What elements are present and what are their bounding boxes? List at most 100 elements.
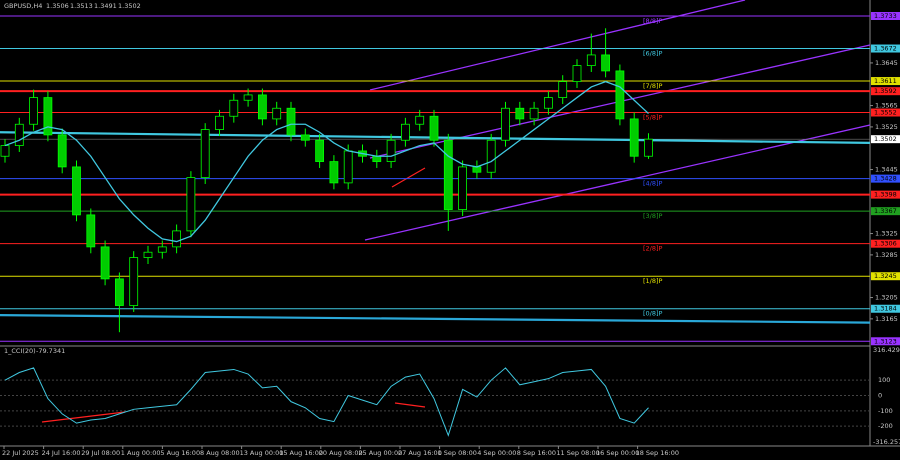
candle-body (644, 138, 653, 157)
level-value: 1.3552 (874, 109, 897, 117)
candle-body (172, 230, 182, 248)
y-tick-label: 1.3565 (875, 102, 898, 110)
candle-body (615, 70, 625, 120)
level-label: [1/8]P (643, 277, 663, 285)
candle-body (215, 115, 224, 130)
cci-limit-label: -316.257 (873, 438, 900, 446)
candle-body (115, 278, 124, 306)
level-value: 1.3592 (874, 87, 897, 95)
level-label: [0/8]P (643, 310, 663, 318)
level-value: 1.3245 (874, 272, 897, 280)
candle-body (572, 65, 582, 82)
cci-tick-label: 100 (878, 376, 890, 384)
candle-body (443, 139, 453, 210)
level-value: 1.3672 (874, 45, 897, 53)
cci-limit-label: 316.429 (873, 346, 900, 354)
candle-body (343, 150, 353, 184)
candle-body (601, 54, 610, 72)
y-tick-label: 1.3325 (875, 230, 898, 238)
candle-body (529, 107, 539, 120)
header-ohlc: 1.3513 (70, 2, 93, 10)
x-tick-label: 4 Sep 00:00 (477, 449, 516, 457)
candle-body (386, 139, 396, 162)
candle-body (315, 139, 325, 162)
level-label: [7/8]P (643, 82, 663, 90)
candle-body (515, 107, 525, 120)
candle-body (558, 81, 568, 98)
y-tick-label: 1.3165 (875, 315, 898, 323)
x-tick-label: 22 Jul 2025 (2, 449, 39, 457)
x-tick-label: 1 Sep 08:00 (438, 449, 477, 457)
level-tag (871, 207, 900, 216)
candle-body (429, 115, 439, 141)
level-value: 1.3367 (874, 207, 897, 215)
level-tag (871, 239, 900, 248)
candle-body (100, 246, 110, 280)
x-tick-label: 16 Sep 00:00 (596, 449, 639, 457)
level-value: 1.3184 (874, 305, 897, 313)
y-tick-label: 1.3645 (875, 59, 898, 67)
candle-body (29, 97, 39, 125)
channel-top (369, 0, 746, 91)
x-tick-label: 20 Aug 08:00 (319, 449, 363, 457)
x-tick-label: 24 Jul 16:00 (42, 449, 81, 457)
level-tag (871, 190, 900, 199)
candle-body (229, 99, 239, 117)
level-label: [4/8]P (643, 180, 663, 188)
candle-body (501, 107, 510, 141)
candle-body (72, 166, 81, 216)
level-value: 1.3733 (874, 12, 897, 20)
x-tick-label: 25 Aug 00:00 (358, 449, 402, 457)
candle-body (300, 134, 310, 141)
ma-fast (4, 80, 649, 243)
candle-body (329, 161, 339, 184)
level-value: 1.3428 (874, 175, 897, 183)
x-tick-label: 11 Sep 08:00 (556, 449, 599, 457)
level-tag (871, 304, 900, 313)
x-tick-label: 13 Aug 00:00 (240, 449, 284, 457)
candle-body (400, 123, 410, 141)
level-tag (871, 11, 900, 20)
y-tick-label: 1.3445 (875, 166, 898, 174)
level-value: 1.3611 (874, 77, 897, 85)
candle-body (629, 118, 639, 157)
indicator-name: 1_CCI(20) (4, 347, 36, 355)
divergence-line (41, 411, 126, 423)
level-tag (871, 77, 900, 86)
candle-body (243, 94, 253, 101)
header-ohlc: 1.3506 (46, 2, 69, 10)
candle-body (286, 107, 296, 136)
candle-body (157, 246, 167, 253)
candle-body (200, 129, 210, 178)
candle-body (129, 257, 139, 306)
level-label: [3/8]P (643, 212, 663, 220)
level-tag (871, 337, 900, 346)
level-label: [2/8]P (643, 245, 663, 253)
candle-body (472, 166, 482, 173)
candle-body (544, 97, 553, 109)
divergence-line (394, 402, 426, 408)
x-tick-label: 15 Aug 16:00 (279, 449, 323, 457)
channel-bottom (364, 124, 871, 241)
cci-tick-label: -100 (878, 407, 893, 415)
level-label: [6/8]P (643, 50, 663, 58)
level-label: [5/8]P (643, 114, 663, 122)
candle-body (486, 139, 496, 173)
candle-body (43, 97, 53, 136)
candle-body (272, 107, 282, 120)
level-value: 1.3306 (874, 240, 897, 248)
price-value: 1.3502 (874, 135, 897, 143)
candle-body (57, 134, 67, 168)
x-tick-label: 8 Sep 16:00 (517, 449, 556, 457)
cci-line (4, 367, 649, 437)
divergence (41, 167, 426, 423)
candle-body (86, 214, 96, 248)
cci-tick-label: 0 (878, 392, 882, 400)
level-tag (871, 272, 900, 281)
candle-body (143, 251, 153, 258)
candle-body (186, 177, 196, 232)
level-tag (871, 44, 900, 53)
chart-title: GBPUSD,H4 (4, 2, 42, 10)
